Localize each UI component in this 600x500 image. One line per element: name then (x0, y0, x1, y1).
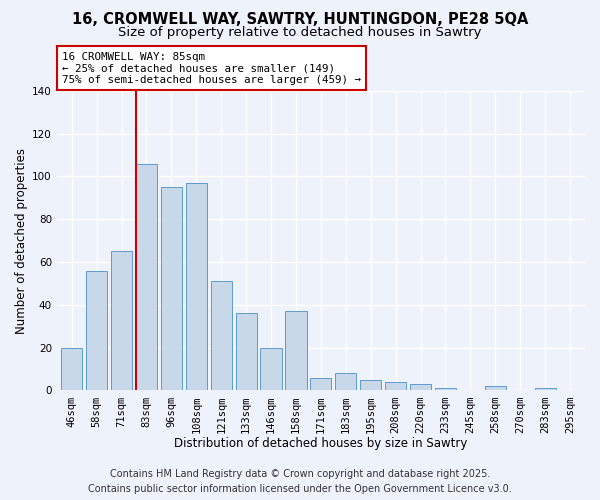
Text: 16, CROMWELL WAY, SAWTRY, HUNTINGDON, PE28 5QA: 16, CROMWELL WAY, SAWTRY, HUNTINGDON, PE… (72, 12, 528, 28)
Bar (286, 312, 307, 390)
Bar (161, 187, 182, 390)
Bar (260, 348, 281, 391)
Bar (410, 384, 431, 390)
Bar (186, 183, 207, 390)
Text: Size of property relative to detached houses in Sawtry: Size of property relative to detached ho… (118, 26, 482, 39)
Bar (435, 388, 456, 390)
Bar (310, 378, 331, 390)
Text: Contains HM Land Registry data © Crown copyright and database right 2025.
Contai: Contains HM Land Registry data © Crown c… (88, 469, 512, 494)
Bar (485, 386, 506, 390)
X-axis label: Distribution of detached houses by size in Sawtry: Distribution of detached houses by size … (174, 437, 467, 450)
Bar (111, 252, 132, 390)
Y-axis label: Number of detached properties: Number of detached properties (15, 148, 28, 334)
Bar (211, 282, 232, 391)
Bar (86, 270, 107, 390)
Bar (136, 164, 157, 390)
Bar (385, 382, 406, 390)
Bar (335, 374, 356, 390)
Bar (236, 314, 257, 390)
Bar (360, 380, 382, 390)
Text: 16 CROMWELL WAY: 85sqm
← 25% of detached houses are smaller (149)
75% of semi-de: 16 CROMWELL WAY: 85sqm ← 25% of detached… (62, 52, 361, 85)
Bar (535, 388, 556, 390)
Bar (61, 348, 82, 391)
